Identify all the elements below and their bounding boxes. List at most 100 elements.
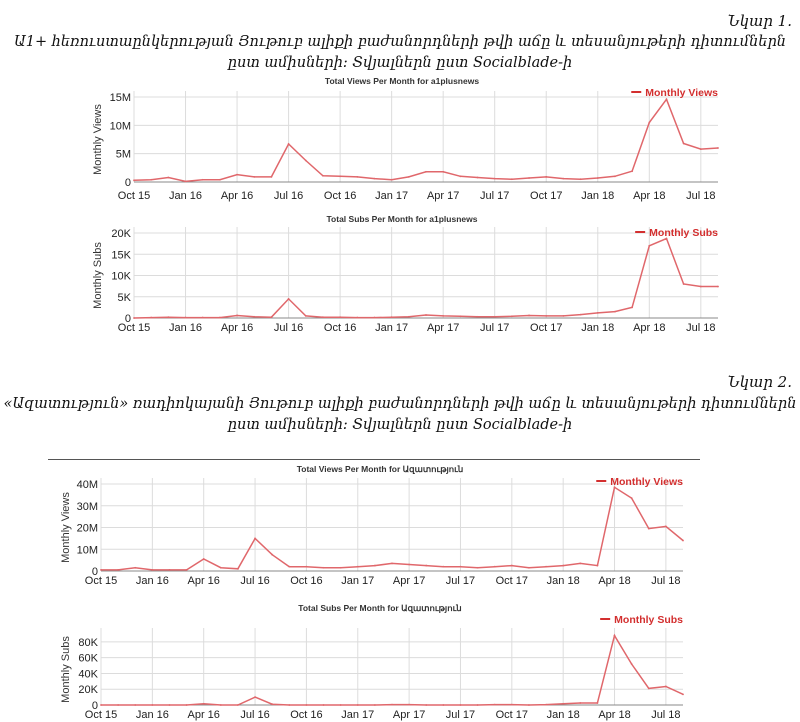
x-tick-label: Jan 18 [581,190,614,202]
x-tick-label: Jul 16 [240,709,269,721]
data-point [117,704,120,706]
data-point [442,170,445,173]
data-point [459,315,462,318]
data-point [219,704,222,706]
series-line-monthly [133,237,718,319]
chart-a1plus-views: Total Views Per Month for a1plusnews 0 5M 1… [92,76,719,202]
data-point [237,704,239,706]
x-tick-label: Jul 18 [686,322,715,334]
y-tick-label: 0 [92,566,98,578]
y-tick-label: 40M [77,479,98,491]
data-point [664,685,667,688]
data-point [168,569,171,571]
data-point [356,176,359,178]
data-point [270,316,273,319]
chart-title: Total Views Per Month for a1plusnews [325,76,479,86]
data-point [288,704,291,706]
data-point [133,179,135,182]
x-tick-label: Jan 16 [136,709,169,721]
y-tick-label: 20M [77,523,98,535]
y-tick-label: 0 [92,700,98,712]
data-point [236,314,238,317]
data-point [253,176,256,178]
data-point [425,564,428,567]
x-tick-label: Apr 17 [427,190,459,202]
x-tick-label: Jan 17 [341,575,374,587]
data-point [254,537,256,540]
y-tick-label: 20K [111,228,131,240]
x-tick-label: Oct 17 [530,322,562,334]
data-point [202,558,205,560]
data-point [356,316,359,319]
data-point [510,703,513,706]
y-tick-label: 0 [125,313,131,325]
data-point [459,175,462,178]
data-point [151,569,154,571]
data-point [305,565,308,568]
data-point [219,566,222,569]
data-point [596,702,599,704]
data-point [648,244,651,247]
data-point [493,315,496,318]
data-point [699,148,702,151]
y-tick-label: 20K [78,684,98,696]
data-point [184,180,187,183]
x-tick-label: Jan 17 [375,322,408,334]
data-point [425,170,427,173]
chart-azatutyun-views: Total Views Per Month for Ազատություն 0 10… [60,464,684,587]
data-point [682,693,684,696]
data-point [133,317,135,319]
data-point [493,565,496,568]
data-point [528,566,530,569]
series-line-monthly [101,486,684,571]
data-point [596,312,599,314]
x-tick-label: Oct 15 [118,322,150,334]
data-point [117,569,120,571]
chart-title: Total Views Per Month for Ազատություն [297,464,464,475]
figure-1-caption-line-1: Ա1+ հեռուստաընկերության Յութուբ ալիքի բա… [13,34,786,50]
data-point [322,174,324,177]
x-tick-label: Jan 16 [136,575,169,587]
data-point [613,486,616,489]
data-point [665,98,668,101]
data-point [339,316,342,319]
x-tick-label: Apr 16 [187,709,219,721]
x-tick-label: Jan 16 [169,190,202,202]
data-point [134,566,137,569]
data-point [528,704,530,706]
data-point [356,565,359,568]
series-line-monthly [133,97,719,183]
data-point [579,178,582,181]
data-point [408,703,411,706]
data-point [528,314,530,317]
data-point [339,704,342,706]
chart-title: Total Subs Per Month for a1plusnews [327,214,478,224]
data-point [682,283,685,285]
data-point [459,704,462,706]
x-tick-label: Jul 18 [686,190,715,202]
data-point [647,527,650,530]
data-point [476,566,479,569]
data-point [100,569,102,571]
data-point [185,569,188,571]
data-point [391,703,393,706]
data-point [408,563,411,566]
y-tick-label: 15M [110,92,131,104]
data-point [476,176,479,179]
y-tick-label: 10K [111,271,131,283]
data-point [717,147,719,149]
data-point [322,566,325,569]
figure-1-caption-line-2: ըստ ամիսների: Տվյալներն ըստ Socialblade-… [227,55,573,71]
data-point [562,702,565,705]
x-tick-label: Apr 17 [393,709,425,721]
data-point [185,704,188,706]
data-point [614,175,616,178]
data-point [596,177,599,179]
x-tick-label: Jul 17 [446,575,475,587]
x-tick-label: Oct 17 [496,575,528,587]
data-point [562,177,565,180]
data-point [579,562,582,565]
data-point [201,178,204,181]
x-tick-label: Oct 17 [530,190,562,202]
data-point [425,704,428,706]
